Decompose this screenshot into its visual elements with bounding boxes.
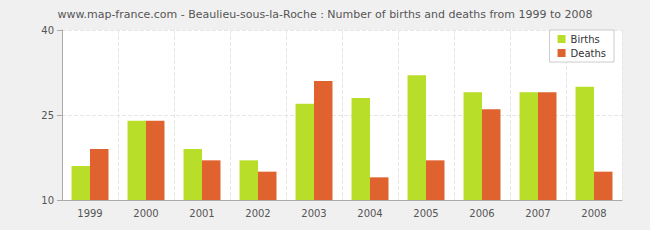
svg-text:2006: 2006	[469, 208, 494, 219]
svg-text:2005: 2005	[413, 208, 438, 219]
svg-text:2001: 2001	[189, 208, 214, 219]
svg-text:25: 25	[41, 110, 54, 121]
svg-text:2000: 2000	[133, 208, 158, 219]
svg-text:40: 40	[41, 25, 54, 36]
svg-text:2007: 2007	[525, 208, 550, 219]
svg-text:2003: 2003	[301, 208, 326, 219]
svg-text:1999: 1999	[77, 208, 102, 219]
svg-text:www.map-france.com - Beaulieu-: www.map-france.com - Beaulieu-sous-la-Ro…	[57, 8, 592, 21]
svg-text:2008: 2008	[581, 208, 606, 219]
svg-text:10: 10	[41, 195, 54, 206]
svg-text:2002: 2002	[245, 208, 270, 219]
svg-text:Births: Births	[571, 34, 600, 45]
svg-text:Deaths: Deaths	[571, 48, 606, 59]
svg-text:2004: 2004	[357, 208, 382, 219]
